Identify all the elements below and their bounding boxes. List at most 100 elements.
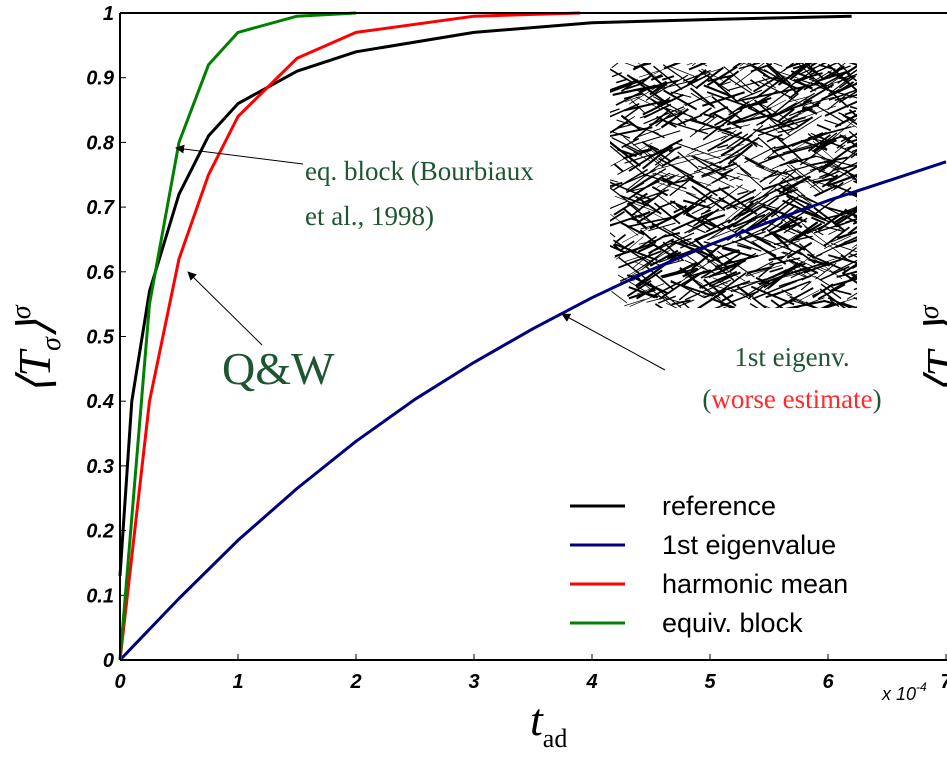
fracture	[696, 169, 735, 189]
fracture	[722, 188, 757, 209]
fracture	[706, 91, 753, 109]
fracture	[850, 152, 857, 159]
fracture	[766, 133, 783, 143]
fracture	[738, 63, 761, 70]
fracture	[795, 73, 817, 84]
fracture	[769, 168, 788, 175]
fracture	[610, 181, 652, 201]
fracture	[747, 311, 770, 327]
x-axis-label: t	[530, 694, 544, 745]
fracture	[750, 228, 786, 243]
fracture	[854, 136, 857, 139]
fracture	[854, 84, 857, 86]
fracture	[761, 76, 777, 89]
fracture	[610, 145, 647, 177]
fracture	[662, 226, 701, 249]
fracture	[765, 286, 797, 299]
fracture	[694, 124, 725, 133]
fracture	[648, 238, 675, 254]
fracture	[765, 63, 792, 85]
fracture	[695, 263, 735, 276]
fracture	[785, 171, 796, 180]
fracture	[684, 218, 712, 234]
fracture	[829, 164, 840, 169]
fracture	[758, 303, 771, 308]
fracture	[768, 221, 784, 232]
fracture	[859, 58, 874, 66]
fracture	[856, 244, 857, 247]
fracture	[693, 154, 739, 173]
fracture	[708, 259, 746, 279]
fracture	[779, 158, 799, 167]
fracture	[621, 137, 640, 149]
fracture	[847, 225, 857, 235]
fracture	[613, 163, 624, 173]
fracture	[812, 141, 837, 162]
fracture	[801, 272, 817, 281]
annotation-arrow	[187, 271, 263, 346]
fracture	[741, 195, 778, 217]
fracture	[658, 157, 694, 178]
fracture	[849, 105, 857, 110]
x-multiplier: -4	[916, 680, 927, 694]
fracture	[721, 247, 755, 258]
fracture	[762, 46, 780, 59]
fracture	[650, 74, 663, 81]
fracture	[695, 221, 739, 241]
fracture	[856, 199, 857, 202]
fracture	[853, 153, 857, 157]
fracture	[846, 292, 857, 300]
fracture	[627, 175, 665, 201]
fracture	[790, 221, 819, 242]
fracture	[847, 64, 857, 73]
fracture	[623, 144, 643, 156]
fracture	[858, 302, 886, 315]
fracture	[678, 299, 695, 307]
fracture	[623, 105, 642, 120]
x-tick-label: 3	[468, 671, 479, 693]
fracture	[654, 303, 664, 308]
y-axis-label: ⟨T	[9, 348, 60, 395]
fracture	[718, 187, 758, 216]
fracture	[744, 200, 759, 212]
fracture	[844, 109, 857, 116]
fracture	[853, 296, 857, 300]
fracture	[786, 259, 815, 278]
fracture	[696, 92, 711, 105]
fracture	[708, 271, 741, 288]
fracture	[616, 119, 659, 135]
fracture	[838, 81, 855, 93]
right-axis-label: ⟩	[917, 319, 947, 337]
fracture	[809, 69, 851, 93]
fracture	[844, 71, 857, 82]
fracture	[772, 63, 783, 67]
fracture	[770, 230, 789, 248]
fracture	[729, 159, 752, 177]
fracture	[858, 219, 887, 230]
fracture	[717, 70, 740, 88]
fracture	[661, 75, 675, 81]
fracture	[614, 195, 661, 214]
fracture	[685, 213, 716, 228]
fracture	[835, 239, 857, 249]
fracture	[742, 276, 775, 285]
fracture	[845, 218, 857, 223]
fracture	[750, 63, 773, 73]
fracture	[717, 144, 729, 149]
fracture	[787, 95, 810, 103]
fracture	[789, 63, 812, 80]
annotation-arrow	[561, 313, 666, 371]
x-multiplier: x 10	[881, 684, 916, 704]
fracture	[777, 127, 796, 134]
fracture	[688, 63, 708, 71]
fracture	[773, 145, 786, 150]
fracture	[786, 127, 797, 135]
fracture	[786, 241, 813, 259]
x-axis-label: tad	[530, 694, 567, 753]
fracture	[807, 253, 843, 280]
fracture	[728, 131, 764, 148]
fracture	[790, 267, 809, 278]
fracture	[848, 252, 857, 258]
fracture	[769, 267, 784, 273]
fracture	[611, 72, 623, 78]
